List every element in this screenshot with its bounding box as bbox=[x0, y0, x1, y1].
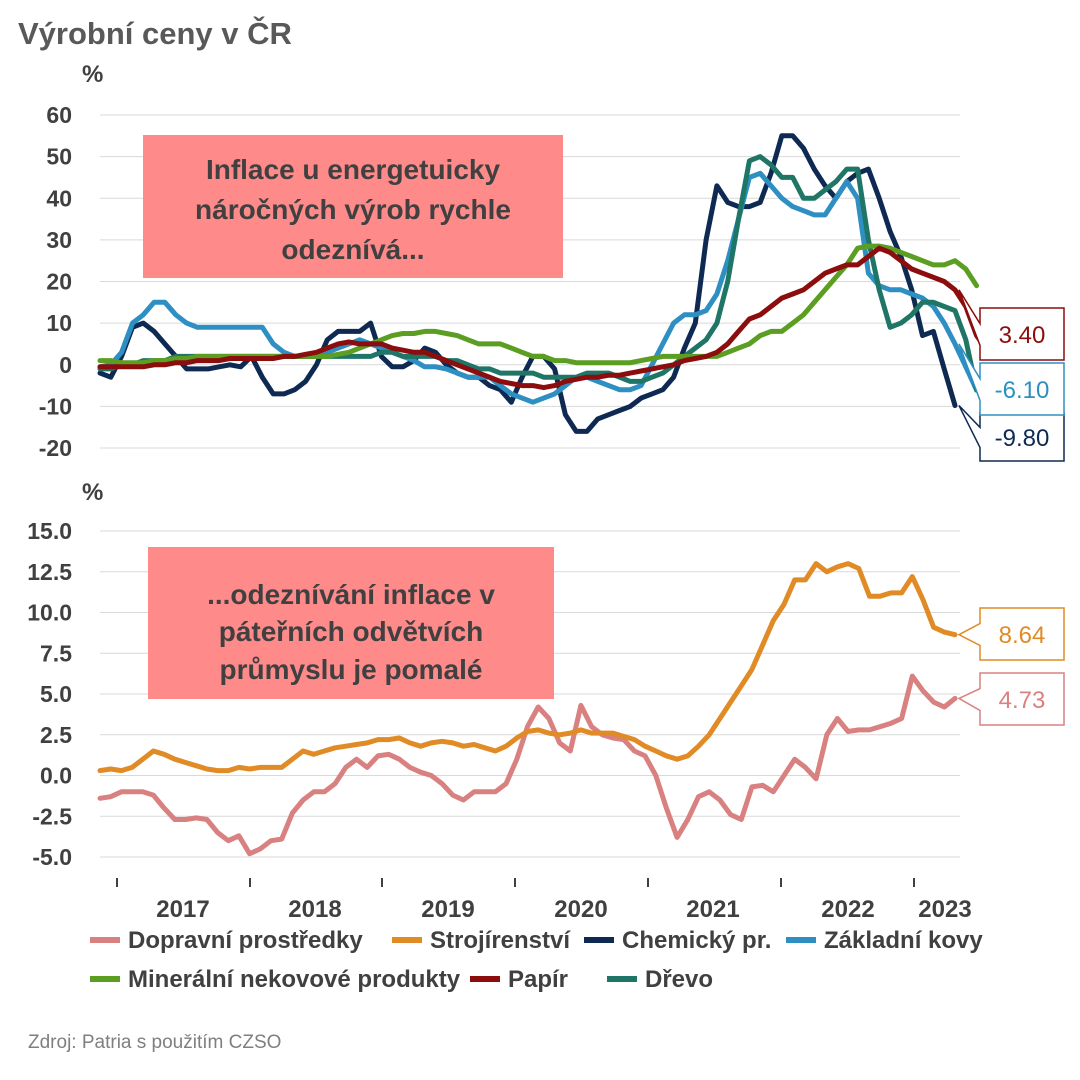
legend-item-mineralni-nekovove-produkty: Minerální nekovové produkty bbox=[90, 966, 461, 993]
series-line-zakladni-kovy bbox=[97, 170, 980, 405]
annotation-text-line: páteřních odvětvích bbox=[219, 616, 484, 647]
y-tick-label: 10 bbox=[46, 310, 72, 336]
annotation-box bbox=[143, 135, 563, 278]
y-tick-label: 15.0 bbox=[27, 518, 72, 544]
y-tick-label: 50 bbox=[46, 144, 72, 170]
x-tick-label: 2019 bbox=[421, 896, 474, 923]
y-tick-label: 2.5 bbox=[40, 722, 72, 748]
legend-item-papir: Papír bbox=[470, 966, 568, 993]
x-axis: 2017 2018 2019 2020 2021 2022 2023 bbox=[116, 878, 972, 923]
legend-item-dopravni-prostredky: Dopravní prostředky bbox=[90, 927, 363, 954]
series-line-chemicky-pr bbox=[97, 133, 958, 434]
annotation-text-line: náročných výrob rychle bbox=[195, 194, 511, 225]
legend-label: Strojírenství bbox=[430, 927, 571, 954]
legend-label: Papír bbox=[508, 966, 568, 993]
callout-box bbox=[957, 607, 1065, 661]
series-line-dopravni-prostredky bbox=[97, 673, 958, 857]
callout-strojirenstvi: 8.64 bbox=[957, 607, 1065, 661]
annotation-text-line: odeznívá... bbox=[281, 234, 424, 265]
legend-label: Minerální nekovové produkty bbox=[128, 966, 461, 993]
legend-label: Základní kovy bbox=[824, 927, 983, 954]
series-line-papir bbox=[97, 245, 990, 391]
legend: Dopravní prostředky Strojírenství Chemický… bbox=[90, 927, 983, 993]
legend-item-drevo: Dřevo bbox=[607, 966, 713, 993]
y-tick-label: 12.5 bbox=[27, 559, 72, 585]
x-tick-label: 2023 bbox=[918, 896, 971, 923]
callout-value: -6.10 bbox=[995, 377, 1050, 404]
annotation-text-line: průmyslu je pomalé bbox=[220, 654, 483, 685]
y-unit-label: % bbox=[82, 61, 103, 88]
callout-box bbox=[958, 289, 1065, 361]
legend-item-strojirenstvi: Strojírenství bbox=[392, 927, 571, 954]
callout-box bbox=[958, 405, 1065, 462]
y-tick-label: 0 bbox=[59, 352, 72, 378]
legend-item-zakladni-kovy: Základní kovy bbox=[786, 927, 983, 954]
y-tick-label: -5.0 bbox=[32, 844, 72, 870]
x-tick-label: 2018 bbox=[288, 896, 341, 923]
annotation-box bbox=[148, 547, 554, 699]
top-panel: % 60 50 40 30 20 10 0 -10 -20 Inflace u energetuic… bbox=[39, 61, 1065, 462]
y-tick-label: 10.0 bbox=[27, 600, 72, 626]
callout-value: 4.73 bbox=[999, 687, 1046, 714]
x-tick-label: 2022 bbox=[821, 896, 874, 923]
bottom-panel: % 15.0 12.5 10.0 7.5 5.0 2.5 0.0 -2.5 -5.0 ...odez… bbox=[27, 479, 1065, 870]
legend-item-chemicky-pr: Chemický pr. bbox=[584, 927, 771, 954]
x-tick-label: 2017 bbox=[156, 896, 209, 923]
legend-label: Dřevo bbox=[645, 966, 713, 993]
y-tick-label: -2.5 bbox=[32, 803, 72, 829]
callout-box bbox=[957, 672, 1065, 726]
y-tick-label: 30 bbox=[46, 227, 72, 253]
callout-zakladni-kovy: -6.10 bbox=[958, 343, 1065, 416]
y-unit-label: % bbox=[82, 479, 103, 506]
y-tick-label: 0.0 bbox=[40, 763, 72, 789]
callout-papir: 3.40 bbox=[958, 289, 1065, 361]
series-line-strojirenstvi bbox=[97, 561, 958, 774]
annotation-text-line: Inflace u energetuicky bbox=[206, 154, 501, 185]
source-note: Zdroj: Patria s použitím CZSO bbox=[28, 1032, 281, 1053]
y-tick-label: 40 bbox=[46, 185, 72, 211]
callout-chemicky-pr: -9.80 bbox=[958, 405, 1065, 462]
legend-label: Chemický pr. bbox=[622, 927, 771, 954]
x-tick-label: 2020 bbox=[554, 896, 607, 923]
annotation-text-line: ...odeznívání inflace v bbox=[207, 579, 495, 610]
legend-label: Dopravní prostředky bbox=[128, 927, 363, 954]
y-tick-label: 5.0 bbox=[40, 681, 72, 707]
x-tick-label: 2021 bbox=[686, 896, 739, 923]
callout-box bbox=[958, 343, 1065, 416]
callout-dopravni-prostredky: 4.73 bbox=[957, 672, 1065, 726]
y-tick-label: 7.5 bbox=[40, 640, 72, 666]
callout-value: 3.40 bbox=[999, 322, 1046, 349]
y-tick-label: -10 bbox=[39, 393, 72, 419]
y-tick-label: -20 bbox=[39, 435, 72, 461]
y-tick-label: 60 bbox=[46, 102, 72, 128]
callout-value: 8.64 bbox=[999, 622, 1046, 649]
callout-value: -9.80 bbox=[995, 425, 1050, 452]
chart-title: Výrobní ceny v ČR bbox=[18, 15, 292, 51]
y-tick-label: 20 bbox=[46, 269, 72, 295]
